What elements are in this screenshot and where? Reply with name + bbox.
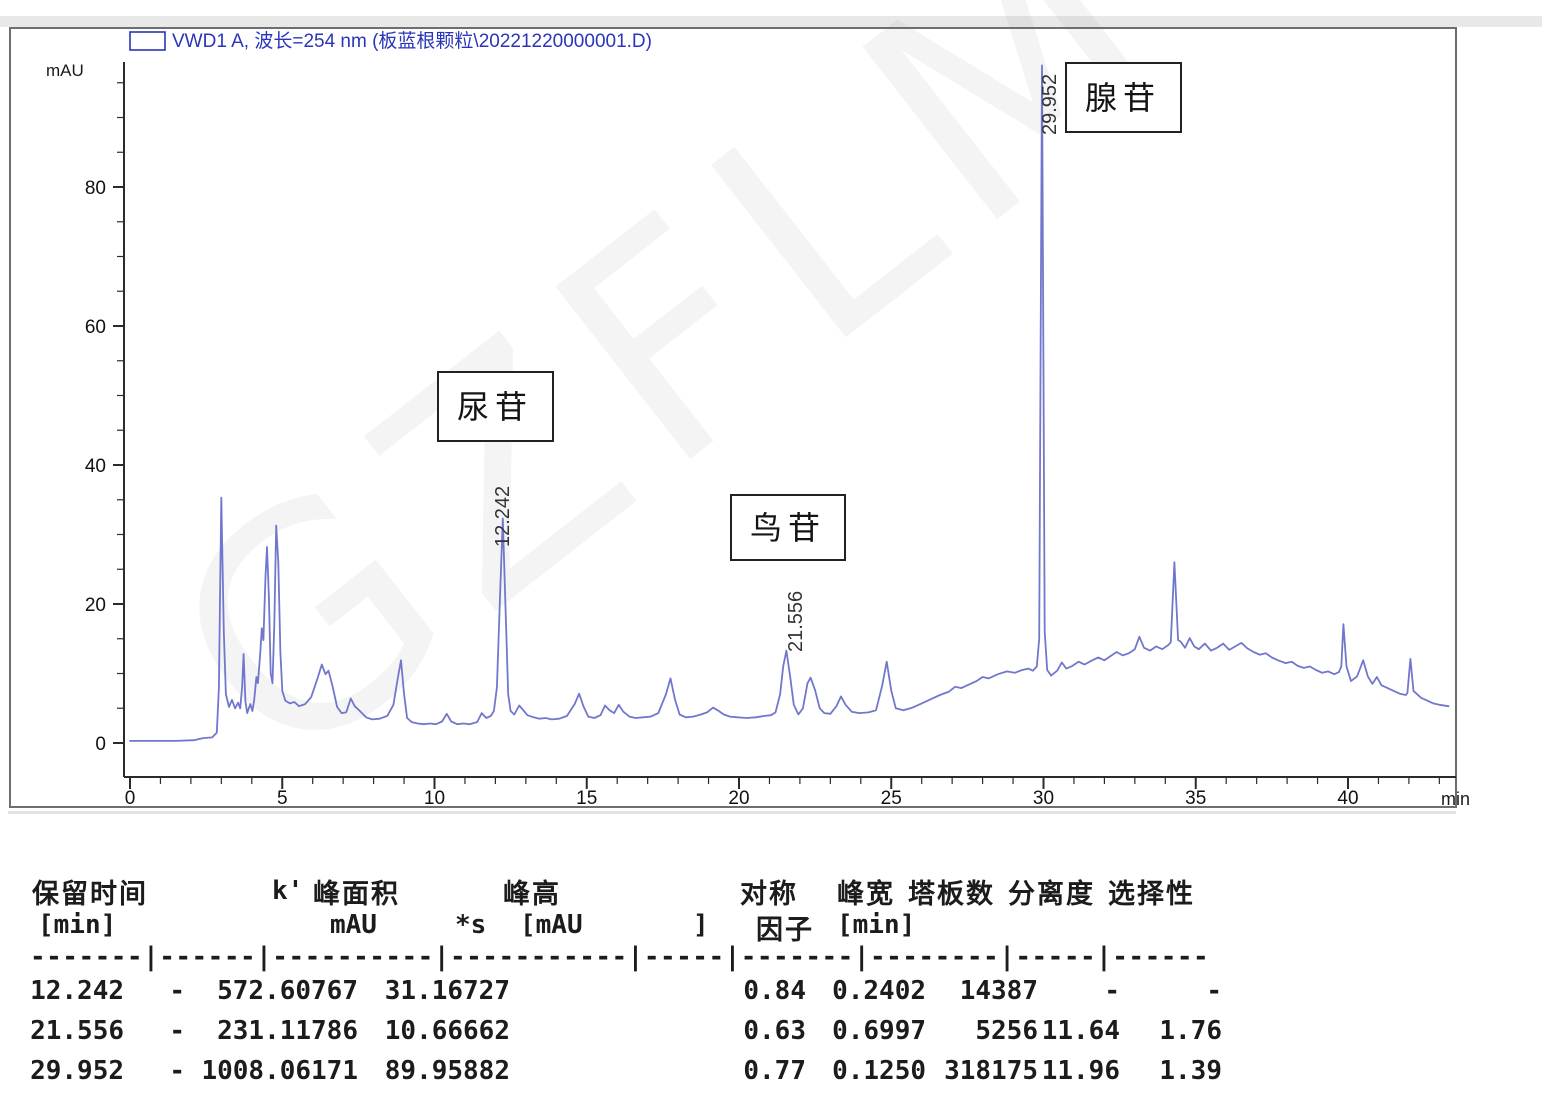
table-row: 29.952 - 1008.06171 89.95882 0.77 0.1250… bbox=[30, 1056, 1222, 1086]
col-header-symmetry: 对称 bbox=[740, 879, 798, 909]
col-unit-area1: mAU bbox=[330, 910, 377, 940]
cell-plates: 5256 bbox=[975, 1016, 1038, 1046]
annotation-box-guanosine bbox=[730, 494, 846, 561]
col-header-retention: 保留时间 bbox=[32, 879, 148, 909]
col-header-area: 峰面积 bbox=[313, 879, 400, 909]
col-unit-height2: ] bbox=[693, 910, 709, 940]
table-row: 21.556 - 231.11786 10.66662 0.63 0.6997 … bbox=[30, 1016, 1222, 1046]
cell-symmetry: 0.63 bbox=[743, 1016, 806, 1046]
cell-width: 0.6997 bbox=[832, 1016, 926, 1046]
cell-resolution: 11.96 bbox=[1041, 1056, 1120, 1086]
cell-area: 572.60767 bbox=[217, 976, 358, 1006]
svg-text:40: 40 bbox=[1337, 788, 1358, 809]
annotation-box-adenosine bbox=[1065, 62, 1182, 133]
svg-text:20: 20 bbox=[728, 788, 749, 809]
col-header-resolution: 分离度 bbox=[1008, 879, 1095, 909]
svg-text:30: 30 bbox=[1033, 788, 1054, 809]
svg-text:5: 5 bbox=[277, 788, 288, 809]
cell-resolution: - bbox=[1104, 976, 1120, 1006]
cell-height: 89.95882 bbox=[384, 1056, 510, 1086]
scan-artifact-strip-bottom bbox=[8, 811, 1456, 814]
col-unit-height1: [mAU bbox=[520, 910, 583, 940]
cell-width: 0.1250 bbox=[832, 1056, 926, 1086]
col-unit-area2: *s bbox=[455, 910, 487, 940]
cell-k: - bbox=[169, 1016, 185, 1046]
plot-frame bbox=[9, 27, 1457, 808]
axis-ticks: 0 5 10 15 20 25 30 35 40 0 20 40 60 80 bbox=[85, 82, 1440, 809]
col-header-plates: 塔板数 bbox=[908, 879, 995, 909]
cell-symmetry: 0.77 bbox=[743, 1056, 806, 1086]
chromatogram-trace bbox=[129, 64, 1450, 742]
svg-text:25: 25 bbox=[881, 788, 902, 809]
svg-text:10: 10 bbox=[424, 788, 445, 809]
cell-plates: 14387 bbox=[959, 976, 1038, 1006]
cell-width: 0.2402 bbox=[832, 976, 926, 1006]
peak-time-label-uridine: 12.242 bbox=[492, 486, 514, 547]
cell-selectivity: 1.76 bbox=[1159, 1016, 1222, 1046]
peak-time-label-guanosine: 21.556 bbox=[785, 591, 807, 652]
svg-text:60: 60 bbox=[85, 317, 106, 338]
cell-height: 31.16727 bbox=[384, 976, 510, 1006]
cell-plates: 318175 bbox=[944, 1056, 1038, 1086]
cell-area: 1008.06171 bbox=[201, 1056, 358, 1086]
svg-text:40: 40 bbox=[85, 456, 106, 477]
cell-selectivity: - bbox=[1206, 976, 1222, 1006]
svg-text:0: 0 bbox=[125, 788, 136, 809]
col-unit-retention: [min] bbox=[38, 910, 117, 940]
svg-text:0: 0 bbox=[95, 734, 106, 755]
svg-text:15: 15 bbox=[576, 788, 597, 809]
col-unit-width: [min] bbox=[837, 910, 916, 940]
col-header-symmetry2: 因子 bbox=[756, 915, 814, 945]
col-header-k: k' bbox=[272, 876, 304, 906]
svg-text:35: 35 bbox=[1185, 788, 1206, 809]
cell-k: - bbox=[169, 1056, 185, 1086]
peak-time-label-adenosine: 29.952 bbox=[1039, 74, 1061, 135]
table-separator: -------|------|----------|-----------|--… bbox=[30, 942, 1210, 972]
annotation-label-uridine: 尿苷 bbox=[457, 389, 533, 425]
cell-retention: 29.952 bbox=[30, 1056, 124, 1086]
legend-swatch bbox=[129, 31, 166, 51]
cell-retention: 21.556 bbox=[30, 1016, 124, 1046]
col-header-height: 峰高 bbox=[503, 879, 561, 909]
legend-label: VWD1 A, 波长=254 nm (板蓝根颗粒\20221220000001.… bbox=[172, 30, 652, 52]
cell-resolution: 11.64 bbox=[1041, 1016, 1120, 1046]
cell-symmetry: 0.84 bbox=[743, 976, 806, 1006]
annotation-label-adenosine: 腺苷 bbox=[1085, 80, 1161, 116]
svg-text:20: 20 bbox=[85, 595, 106, 616]
col-header-width: 峰宽 bbox=[837, 879, 895, 909]
x-axis-unit-label: min bbox=[1441, 789, 1470, 809]
svg-text:80: 80 bbox=[85, 178, 106, 199]
scan-artifact-strip-top bbox=[0, 16, 1542, 27]
cell-k: - bbox=[169, 976, 185, 1006]
col-header-selectivity: 选择性 bbox=[1108, 879, 1195, 909]
cell-height: 10.66662 bbox=[384, 1016, 510, 1046]
annotation-box-uridine bbox=[437, 371, 554, 442]
annotation-label-guanosine: 鸟苷 bbox=[750, 510, 826, 546]
cell-retention: 12.242 bbox=[30, 976, 124, 1006]
cell-area: 231.11786 bbox=[217, 1016, 358, 1046]
chromatogram-plot: GZFLM VWD1 A, 波长=254 nm (板蓝根颗粒\202212200… bbox=[0, 0, 1542, 834]
table-row: 12.242 - 572.60767 31.16727 0.84 0.2402 … bbox=[30, 976, 1222, 1006]
y-axis-unit-label: mAU bbox=[46, 61, 84, 80]
cell-selectivity: 1.39 bbox=[1159, 1056, 1222, 1086]
